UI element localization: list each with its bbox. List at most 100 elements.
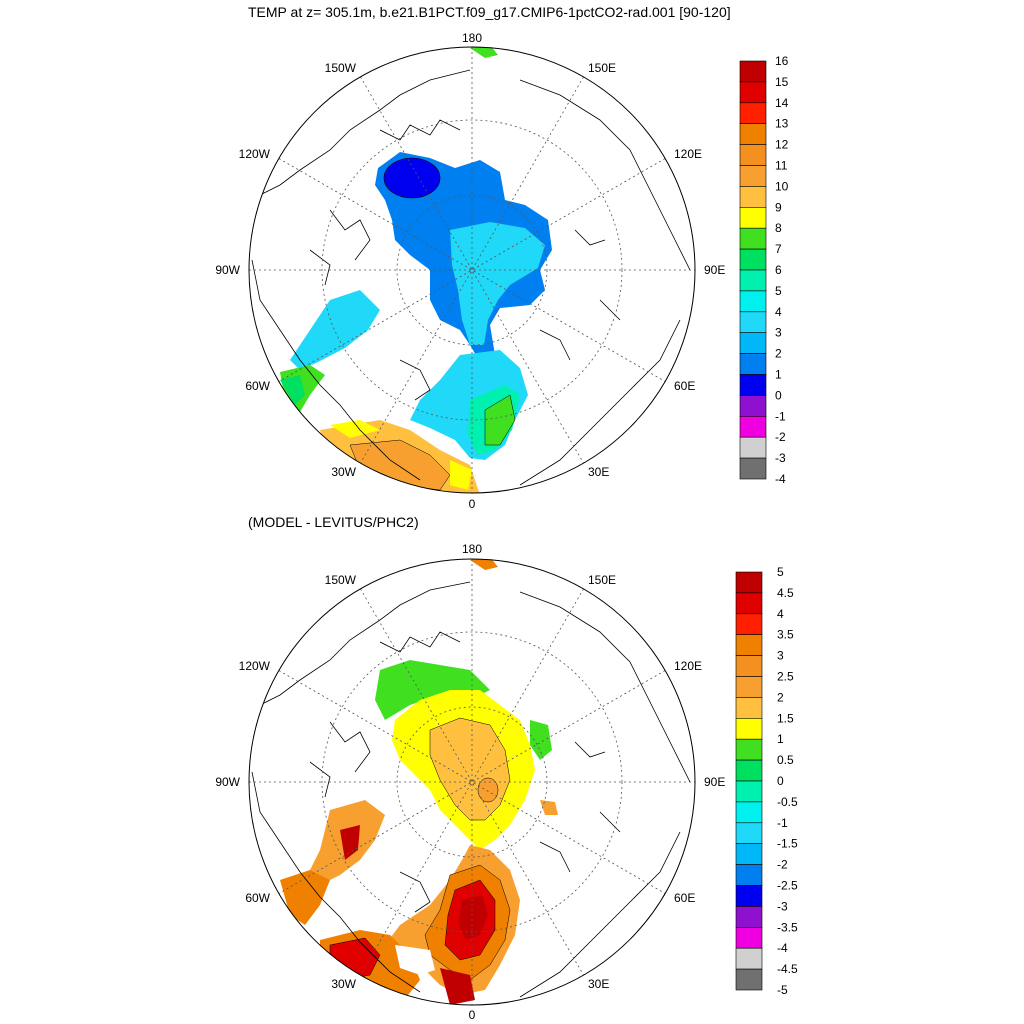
bottom-colorbar-swatch [735, 822, 763, 844]
top-colorbar-label: 5 [775, 284, 782, 298]
bottom-colorbar-label: 0 [777, 774, 784, 788]
top-colorbar-label: 14 [775, 96, 789, 110]
bottom-colorbar-label: -4 [777, 941, 788, 955]
top-colorbar-label: -1 [775, 409, 786, 423]
top-colorbar-swatch [739, 248, 767, 271]
bottom-lon-label: 0 [469, 1008, 476, 1022]
top-colorbar-label: -2 [775, 430, 786, 444]
top-lon-labels: 180 150E 120E 90E 60E 30E 0 30W 60W 90W … [215, 31, 725, 511]
bottom-colorbar-label: 3 [777, 649, 784, 663]
bottom-field-2-5-core [477, 777, 499, 803]
top-islands [309, 119, 621, 401]
bottom-colorbar-swatch [735, 906, 763, 928]
bottom-colorbar-label: -5 [777, 983, 788, 997]
bottom-colorbar-swatch [735, 759, 763, 782]
top-panel-title: TEMP at z= 305.1m, b.e21.B1PCT.f09_g17.C… [248, 4, 731, 20]
top-colorbar-swatch [739, 415, 767, 438]
bottom-lon-label: 120E [674, 659, 702, 673]
top-field-1c-core [383, 157, 441, 199]
bottom-lon-label: 30W [331, 977, 356, 991]
top-map-border [248, 46, 696, 494]
top-colorbar-label: 16 [775, 54, 789, 68]
top-colorbar-label: 4 [775, 305, 782, 319]
bottom-lon-label: 60E [674, 891, 695, 905]
top-colorbar-swatch [739, 123, 767, 145]
bottom-field-laptev [530, 720, 552, 760]
top-colorbar-swatch [739, 436, 767, 459]
top-field-9c-east [450, 460, 472, 490]
top-lon-label: 0 [469, 497, 476, 511]
bottom-field-1 [375, 660, 490, 720]
bottom-lon-label: 150E [588, 573, 616, 587]
top-colorbar-label: 2 [775, 347, 782, 361]
bottom-colorbar-swatch [735, 655, 763, 677]
bottom-colorbar-swatch [735, 634, 763, 656]
top-coastline [249, 69, 691, 486]
top-colorbar-swatch [739, 332, 767, 354]
bottom-colorbar-swatch [735, 592, 763, 615]
top-colorbar-swatch [739, 186, 767, 208]
top-colorbar-swatch [739, 144, 767, 166]
top-graticule [249, 47, 695, 493]
bottom-colorbar-label: -1 [777, 816, 788, 830]
bottom-lon-label: 120W [239, 659, 271, 673]
top-colorbar-swatch [739, 102, 767, 125]
top-colorbar-swatch [739, 269, 767, 292]
bottom-colorbar-swatch [735, 864, 763, 886]
bottom-colorbar-swatch [735, 780, 763, 803]
bottom-colorbar-swatch [735, 843, 763, 865]
bottom-coastline [249, 581, 691, 998]
bottom-field-5 [458, 895, 488, 940]
top-lon-label: 150E [588, 61, 616, 75]
top-colorbar-swatch [739, 227, 767, 250]
top-field-7c [484, 394, 516, 446]
top-colorbar-label: 8 [775, 221, 782, 235]
top-lon-label: 120E [674, 147, 702, 161]
bottom-colorbar-swatch [735, 717, 763, 740]
bottom-colorbar-label: 1.5 [777, 711, 794, 725]
bottom-lon-labels: 180 150E 120E 90E 60E 30E 0 30W 60W 90W … [215, 542, 725, 1022]
top-colorbar-label: 11 [775, 159, 788, 173]
bottom-lon-label: 180 [462, 542, 482, 556]
bottom-colorbar-swatch [735, 968, 763, 991]
bottom-colorbar-label: -2 [777, 858, 788, 872]
bottom-colorbar-swatch [735, 926, 763, 949]
top-colorbar-swatch [739, 395, 767, 417]
bottom-colorbar-swatch [735, 947, 763, 970]
bottom-colorbar-swatch [735, 571, 763, 594]
top-colorbar-label: 0 [775, 388, 782, 402]
bottom-colorbar-label: 5 [777, 565, 784, 579]
bottom-colorbar-label: 3.5 [777, 628, 794, 642]
bottom-colorbar-label: -3.5 [777, 920, 798, 934]
bottom-colorbar: 5 4.5 4 3.5 3 2.5 2 1.5 1 0.5 0 -0.5 -1 -1.5 -2 -2.5 -3 -… [735, 565, 798, 997]
bottom-islands [309, 631, 621, 913]
top-lon-label: 90E [704, 263, 725, 277]
top-colorbar-swatch [739, 311, 767, 333]
top-lon-label: 180 [462, 31, 482, 45]
top-colorbar-label: 10 [775, 179, 789, 193]
top-colorbar-label: 9 [775, 200, 782, 214]
bottom-iceland [395, 945, 435, 975]
bottom-map-border [248, 558, 696, 1006]
bottom-colorbar-label: 2.5 [777, 670, 794, 684]
top-lon-label: 30W [331, 465, 356, 479]
bottom-colorbar-label: 1 [777, 732, 784, 746]
bottom-colorbar-label: -1.5 [777, 837, 798, 851]
top-colorbar-swatch [739, 165, 767, 187]
top-lon-label: 120W [239, 147, 271, 161]
bottom-lon-label: 150W [325, 573, 357, 587]
top-colorbar-label: 7 [775, 242, 782, 256]
bottom-colorbar-swatch [735, 613, 763, 635]
bottom-colorbar-label: 0.5 [777, 753, 794, 767]
top-colorbar-label: 13 [775, 117, 789, 131]
top-lon-label: 150W [325, 61, 357, 75]
bottom-field-kara [540, 800, 558, 815]
bottom-colorbar-label: 4 [777, 607, 784, 621]
top-colorbar-swatch [739, 457, 767, 480]
bottom-lon-label: 30E [588, 977, 609, 991]
bottom-colorbar-label: 2 [777, 690, 784, 704]
bottom-colorbar-swatch [735, 801, 763, 824]
top-field-baffin [290, 290, 380, 370]
bottom-lon-label: 60W [245, 891, 270, 905]
